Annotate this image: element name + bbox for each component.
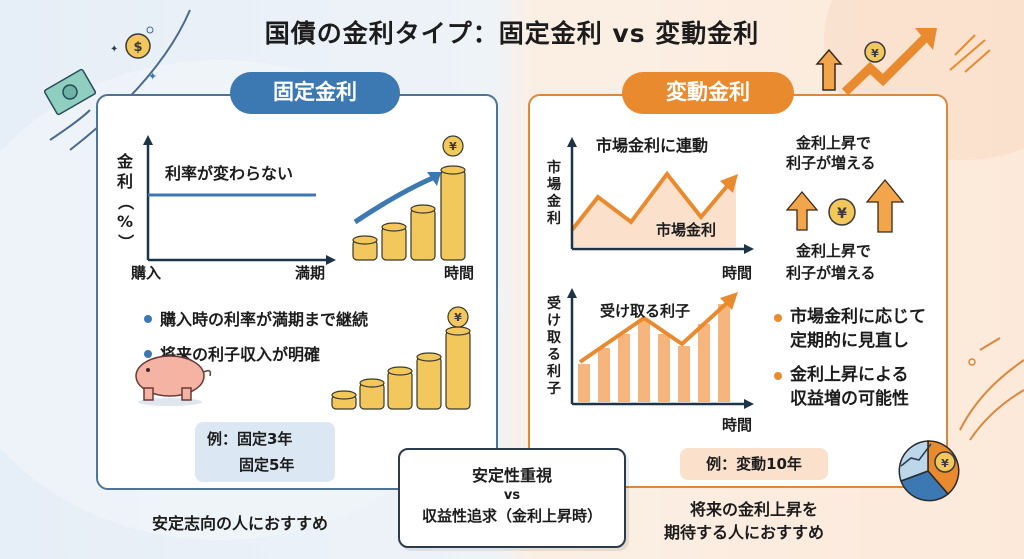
fixed-example-line2: 固定5年 — [239, 456, 295, 474]
comparison-line2: vs — [503, 488, 521, 503]
svg-text:✦: ✦ — [148, 70, 157, 83]
page-title: 国債の金利タイプ：固定金利 vs 変動金利 — [264, 19, 760, 48]
svg-text:¥: ¥ — [941, 457, 949, 470]
pie-chart-icon: ¥ — [898, 440, 960, 502]
floating-bullet-1-line1: 市場金利に応じて — [790, 307, 926, 327]
comparison-box: 安定性重視 vs 収益性追求（金利上昇時） — [398, 448, 626, 548]
comparison-line1: 安定性重視 — [471, 466, 552, 485]
fixed-bullet-1: 購入時の利率が満期まで継続 — [160, 310, 369, 329]
bullet-dot — [774, 372, 782, 380]
rise-top-line2: 利子が増える — [786, 154, 876, 172]
bullet-dot — [144, 350, 152, 358]
rise-top-line1: 金利上昇で — [796, 134, 872, 152]
market-x-axis-label: 時間 — [722, 264, 753, 282]
floating-example-box: 例：変動10年 — [680, 448, 828, 480]
interest-bar-chart — [567, 288, 754, 409]
market-area-label: 市場金利 — [656, 221, 717, 239]
svg-text:¥: ¥ — [449, 140, 457, 153]
up-arrows-yen-icon: ¥ — [785, 178, 905, 233]
coin-stack-icon: ¥ — [352, 135, 466, 261]
coin-stack-large-icon: ¥ — [331, 306, 471, 410]
interest-chart-title: 受け取る利子 — [600, 302, 691, 320]
fixed-rate-line-chart — [143, 135, 336, 265]
fixed-x-end-label: 満期 — [295, 264, 326, 282]
floating-rate-header: 変動金利 — [622, 72, 794, 114]
svg-text:¥: ¥ — [454, 311, 462, 324]
svg-text:¥: ¥ — [871, 47, 879, 60]
floating-bullet-1-line2: 定期的に見直し — [790, 331, 909, 351]
rise-bottom-line1: 金利上昇で — [796, 242, 872, 260]
decorative-swoosh — [959, 337, 1024, 441]
comparison-line3: 収益性追求（金利上昇時） — [421, 507, 602, 525]
coins-time-label: 時間 — [444, 264, 475, 282]
market-rate-area-chart — [567, 137, 754, 254]
svg-text:$: $ — [133, 40, 142, 55]
svg-text:¥: ¥ — [837, 206, 847, 222]
bullet-dot — [774, 314, 782, 322]
fixed-example-line1: 例：固定3年 — [207, 430, 293, 448]
fixed-x-start-label: 購入 — [131, 264, 162, 282]
flying-money-icon: $ ✦ ✦ — [43, 9, 191, 151]
floating-bullet-2-line1: 金利上昇による — [790, 365, 909, 385]
market-chart-title: 市場金利に連動 — [596, 136, 709, 155]
piggy-bank-icon — [135, 355, 212, 406]
fixed-line-label: 利率が変わらない — [165, 164, 294, 183]
market-y-axis-label: 市 場 金 利 — [547, 160, 561, 227]
floating-rate-panel — [528, 94, 948, 488]
fixed-recommendation: 安定志向の人におすすめ — [152, 514, 329, 533]
svg-text:✦: ✦ — [110, 44, 118, 55]
fixed-rate-header: 固定金利 — [230, 72, 400, 114]
rising-arrow-icon: ¥ — [815, 28, 991, 96]
fixed-example-box: 例：固定3年 固定5年 — [195, 422, 335, 482]
interest-y-axis-label: 受 け 取 る 利 子 — [547, 296, 561, 397]
rise-bottom-line2: 利子が増える — [786, 264, 876, 282]
floating-recommend-line2: 期待する人におすすめ — [664, 523, 825, 542]
floating-example-text: 例：変動10年 — [706, 455, 802, 473]
interest-x-axis-label: 時間 — [722, 416, 753, 434]
bullet-dot — [144, 315, 152, 323]
floating-bullet-2-line2: 収益増の可能性 — [790, 389, 909, 409]
fixed-bullet-2: 将来の利子収入が明確 — [160, 345, 321, 364]
floating-recommend-line1: 将来の金利上昇を — [690, 500, 819, 519]
fixed-y-axis-label: 金 利 （ % ） — [116, 152, 135, 250]
